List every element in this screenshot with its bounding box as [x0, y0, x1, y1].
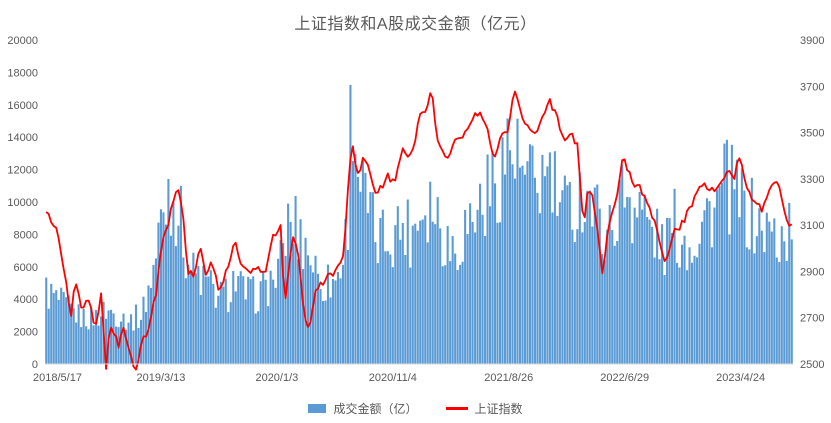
legend-item-volume: 成交金额（亿）: [308, 400, 418, 417]
svg-text:2500: 2500: [800, 359, 824, 371]
svg-text:4000: 4000: [14, 294, 38, 306]
index-swatch-icon: [445, 407, 468, 410]
svg-text:2020/1/3: 2020/1/3: [255, 372, 298, 384]
svg-text:2700: 2700: [800, 313, 824, 325]
svg-text:6000: 6000: [14, 262, 38, 274]
svg-text:10000: 10000: [7, 197, 38, 209]
svg-text:2020/11/4: 2020/11/4: [369, 372, 417, 384]
svg-text:3900: 3900: [800, 35, 824, 47]
svg-text:3500: 3500: [800, 128, 824, 140]
svg-text:16000: 16000: [7, 100, 38, 112]
chart-canvas: 0 2000 4000 6000 8000 10000 12000 14000 16000 180…: [7, 35, 824, 384]
svg-text:0: 0: [32, 359, 38, 371]
svg-text:8000: 8000: [14, 229, 38, 241]
svg-text:18000: 18000: [7, 67, 38, 79]
svg-text:2019/3/13: 2019/3/13: [136, 372, 185, 384]
svg-text:2900: 2900: [800, 266, 824, 278]
svg-text:2000: 2000: [14, 327, 38, 339]
svg-text:3300: 3300: [800, 174, 824, 186]
chart-legend: 成交金额（亿） 上证指数: [0, 400, 831, 417]
svg-text:3700: 3700: [800, 81, 824, 93]
svg-text:2018/5/17: 2018/5/17: [33, 372, 82, 384]
chart-title: 上证指数和A股成交金额（亿元）: [294, 16, 537, 33]
legend-index-label: 上证指数: [474, 402, 523, 416]
volume-swatch-icon: [308, 404, 327, 413]
svg-text:2023/4/24: 2023/4/24: [716, 372, 765, 384]
svg-text:14000: 14000: [7, 132, 38, 144]
svg-text:20000: 20000: [7, 35, 38, 47]
legend-volume-label: 成交金额（亿）: [333, 402, 418, 416]
svg-text:3100: 3100: [800, 220, 824, 232]
svg-text:2021/8/26: 2021/8/26: [484, 372, 533, 384]
svg-text:12000: 12000: [7, 165, 38, 177]
legend-item-index: 上证指数: [445, 400, 523, 417]
svg-text:2022/6/29: 2022/6/29: [600, 372, 649, 384]
